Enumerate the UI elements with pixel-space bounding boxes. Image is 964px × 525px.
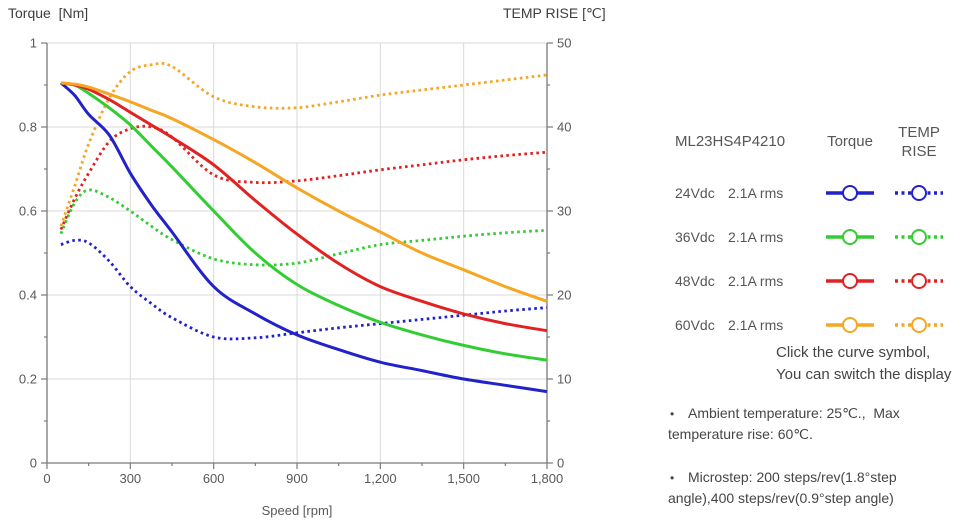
bullet-icon: •	[670, 471, 675, 485]
x-tick-label: 900	[286, 471, 308, 486]
temp-rise-marker-icon	[895, 317, 943, 333]
temp-rise-marker-icon	[895, 185, 943, 201]
y-left-tick-label: 0.6	[19, 204, 37, 219]
torque-60vdc-curve	[60, 81, 548, 303]
y-right-tick-label: 50	[557, 36, 571, 51]
y-left-tick-label: 0	[30, 456, 37, 471]
legend-hint: Click the curve symbol, You can switch t…	[776, 342, 951, 386]
torque-marker-icon	[826, 185, 874, 201]
legend-temp-rise-column-header: TEMP RISE	[898, 123, 940, 160]
temp-rise-marker-icon	[895, 229, 943, 245]
left-axis-title: Torque [Nm]	[8, 5, 89, 21]
voltage-label: 60Vdc	[675, 317, 715, 333]
note-2: • Microstep: 200 steps/rev(1.8°step angle)…	[668, 467, 960, 508]
y-right-tick-label: 40	[557, 120, 571, 135]
x-tick-label: 1,800	[531, 471, 564, 486]
legend-hint-line2: You can switch the display	[776, 366, 952, 383]
legend-table: ML23HS4P4210 Torque TEMP RISE 24Vdc 2.1A …	[662, 112, 950, 347]
temp-rise-curve-symbol-60vdc[interactable]	[888, 315, 950, 335]
y-left-tick-label: 0.2	[19, 372, 37, 387]
torque-curve-symbol-36vdc[interactable]	[812, 227, 888, 247]
y-left-tick-label: 0.8	[19, 120, 37, 135]
current-label: 2.1A rms	[728, 317, 784, 333]
y-right-tick-label: 10	[557, 372, 571, 387]
temp-rise-marker-icon	[895, 273, 943, 289]
legend-row-60vdc: 60Vdc 2.1A rms	[662, 303, 950, 347]
temp-rise-curve-symbol-48vdc[interactable]	[888, 271, 950, 291]
torque-24vdc-curve	[59, 81, 548, 394]
bullet-icon: •	[670, 407, 675, 421]
note-1-line-2: temperature rise: 60℃.	[668, 426, 813, 442]
x-tick-label: 600	[203, 471, 225, 486]
temp-rise-curve-symbol-24vdc[interactable]	[888, 183, 950, 203]
current-label: 2.1A rms	[728, 273, 784, 289]
voltage-label: 48Vdc	[675, 273, 715, 289]
voltage-label: 24Vdc	[675, 185, 715, 201]
x-tick-label: 0	[43, 471, 50, 486]
voltage-label: 36Vdc	[675, 229, 715, 245]
temp-rise-36vdc-curve	[59, 188, 548, 267]
legend-label-24vdc: 24Vdc 2.1A rms	[662, 185, 812, 201]
torque-36vdc-curve	[60, 81, 548, 362]
legend-row-48vdc: 48Vdc 2.1A rms	[662, 259, 950, 303]
legend-header: ML23HS4P4210 Torque TEMP RISE	[662, 112, 950, 171]
note-2-line-2: angle),400 steps/rev(0.9°step angle)	[668, 490, 894, 506]
torque-marker-icon	[826, 229, 874, 245]
legend-row-36vdc: 36Vdc 2.1A rms	[662, 215, 950, 259]
y-left-tick-label: 1	[30, 36, 37, 51]
legend-torque-column-header: Torque	[827, 133, 873, 150]
legend-label-60vdc: 60Vdc 2.1A rms	[662, 317, 812, 333]
torque-48vdc-curve	[60, 81, 548, 333]
right-axis-title: TEMP RISE [℃]	[503, 5, 606, 21]
y-right-tick-label: 20	[557, 288, 571, 303]
legend-hint-line1: Click the curve symbol,	[776, 344, 931, 361]
note-2-line-1: • Microstep: 200 steps/rev(1.8°step	[668, 467, 960, 488]
legend-rows: 24Vdc 2.1A rms 36Vdc 2.1A rms 48Vdc 2.1A rms 6…	[662, 171, 950, 347]
x-axis-title: Speed [rpm]	[261, 503, 333, 518]
torque-marker-icon	[826, 317, 874, 333]
legend-row-24vdc: 24Vdc 2.1A rms	[662, 171, 950, 215]
x-tick-label: 1,200	[364, 471, 397, 486]
torque-curve-symbol-48vdc[interactable]	[812, 271, 888, 291]
model-name: ML23HS4P4210	[675, 133, 786, 150]
legend-label-36vdc: 36Vdc 2.1A rms	[662, 229, 812, 245]
current-label: 2.1A rms	[728, 185, 784, 201]
torque-marker-icon	[826, 273, 874, 289]
x-tick-label: 1,500	[447, 471, 480, 486]
note-1-line-1: • Ambient temperature: 25℃., Max	[668, 403, 960, 424]
y-right-tick-label: 0	[557, 456, 564, 471]
torque-curve-symbol-24vdc[interactable]	[812, 183, 888, 203]
x-tick-label: 300	[119, 471, 141, 486]
y-right-tick-label: 30	[557, 204, 571, 219]
torque-curve-symbol-60vdc[interactable]	[812, 315, 888, 335]
legend-label-48vdc: 48Vdc 2.1A rms	[662, 273, 812, 289]
temp-rise-curve-symbol-36vdc[interactable]	[888, 227, 950, 247]
y-left-tick-label: 0.4	[19, 288, 37, 303]
note-1: • Ambient temperature: 25℃., Max temperatu…	[668, 403, 960, 444]
current-label: 2.1A rms	[728, 229, 784, 245]
temp-rise-60vdc-curve	[59, 61, 548, 227]
